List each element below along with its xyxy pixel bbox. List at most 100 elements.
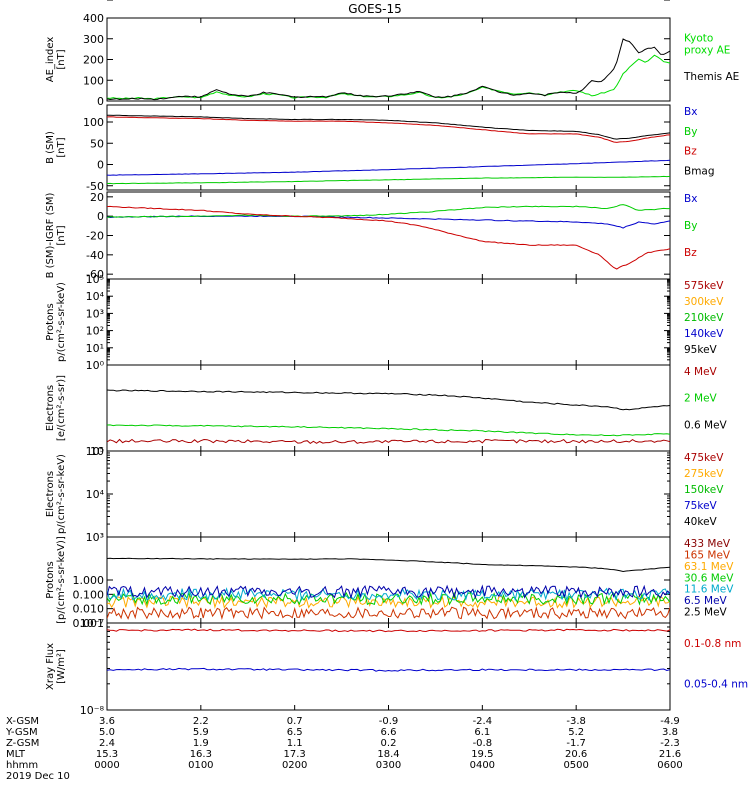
y-tick-label: -50 (86, 180, 104, 193)
x-column-value: 15.3 (96, 749, 118, 760)
y-tick-label: 300 (83, 33, 104, 46)
legend-entry-line: 40keV (684, 516, 718, 528)
x-column-value: 0400 (470, 760, 495, 771)
y-tick-label: 10000 (69, 0, 104, 3)
x-column-value: 20.6 (565, 749, 587, 760)
y-axis-label-line: B (SM)-IGRF (SM) (45, 193, 56, 279)
legend-entry: 140keV (684, 328, 724, 340)
panel-frame (106, 17, 671, 102)
legend-entry-line: 75keV (684, 500, 718, 512)
y-tick-label: 10¹ (86, 342, 104, 355)
legend-entry-line: Bz (684, 146, 697, 158)
y-axis-label: B (SM)[nT] (45, 131, 67, 164)
x-column-value: 6.5 (287, 727, 303, 738)
legend-entry: By (684, 126, 697, 138)
x-column-value: 16.3 (190, 749, 212, 760)
x-row-label: Y-GSM (5, 727, 38, 738)
y-axis-label-line: B (SM) (45, 131, 56, 164)
series-line (107, 205, 670, 270)
x-column-value: -4.9 (660, 716, 680, 727)
legend-entry: 40keV (684, 516, 718, 528)
y-axis-label: Protonsp/(cm²-s-sr-keV) (45, 282, 67, 362)
panel-frame (106, 191, 671, 280)
series-line (107, 204, 670, 218)
y-tick-label: 100 (83, 74, 104, 87)
y-tick-label: 10⁻⁷ (80, 617, 104, 630)
series-line (107, 114, 670, 140)
x-column-value: 17.3 (284, 749, 306, 760)
panel-2: -50 0 50 100 B (SM)[nT] Bx By Bz Bmag (45, 104, 715, 193)
y-axis-label-line: [nT] (56, 49, 67, 69)
legend-entry-line: Kyoto (684, 32, 713, 44)
legend-entry-line: 2 MeV (684, 393, 718, 405)
panel-8: 10⁻⁸ 10⁻⁷ Xray Flux[W/m²] 0.1-0.8 nm 0.05-0.… (45, 617, 748, 717)
legend-entry-line: 0.6 MeV (684, 419, 728, 431)
series-line (107, 389, 670, 411)
legend-entry: 6.5 MeV (684, 595, 728, 607)
x-column-value: 1.1 (287, 738, 303, 749)
legend-entry-line: Bmag (684, 165, 715, 177)
legend-entry: 165 MeV (684, 549, 731, 561)
x-column-value: 0.2 (381, 738, 397, 749)
series-line (107, 424, 670, 437)
legend-entry-line: 210keV (684, 312, 724, 324)
legend-entry-line: 63.1 MeV (684, 561, 734, 573)
x-column-value: -1.7 (566, 738, 586, 749)
panel-5: 10100100010000Electrons[e/(cm²-s-sr)]4 M… (45, 0, 728, 458)
x-column-value: 18.4 (377, 749, 399, 760)
x-column-value: 2.4 (99, 738, 115, 749)
y-axis-label-line: Protons (45, 303, 56, 340)
x-column-value: 3.8 (662, 727, 678, 738)
legend-entry: 75keV (684, 500, 718, 512)
legend-entry-line: 575keV (684, 280, 724, 292)
legend-entry-line: Bx (684, 193, 697, 205)
legend-entry-line: 475keV (684, 452, 724, 464)
y-tick-label: 100.000 (59, 0, 105, 3)
y-axis-label-line: [e/(cm²-s-sr)] (56, 375, 67, 441)
legend-entry: 0.05-0.4 nm (684, 679, 748, 691)
series-line (107, 557, 670, 573)
x-row-label: Z-GSM (6, 738, 39, 749)
y-axis-label-line: [nT] (56, 137, 67, 157)
x-column-value: 1.9 (193, 738, 209, 749)
legend-entry-line: 4 MeV (684, 366, 718, 378)
legend-entry: 150keV (684, 484, 724, 496)
panel-4: 10⁰ 10¹ 10² 10³ 10⁴ 10⁵ Protonsp/(cm²-s-sr-keV… (45, 273, 724, 372)
legend-entry: By (684, 220, 697, 232)
x-column-value: 21.6 (659, 749, 681, 760)
legend-entry-line: Bz (684, 247, 697, 259)
legend-entry: Bx (684, 106, 697, 118)
legend-entry-line: By (684, 126, 697, 138)
y-tick-label: 10⁵ (86, 445, 104, 458)
y-axis-label-line: Electrons (45, 385, 56, 431)
series-line (107, 215, 670, 229)
legend-entry: Bx (684, 193, 697, 205)
y-tick-label: 10.000 (66, 0, 105, 3)
y-tick-label: -20 (86, 230, 104, 243)
series-line (107, 175, 670, 185)
plot-area (107, 114, 670, 185)
legend-entry-line: 6.5 MeV (684, 595, 728, 607)
x-row-label: MLT (6, 749, 26, 760)
y-tick-label: 10 (90, 445, 104, 458)
y-tick-label: 10⁵ (86, 273, 104, 286)
legend-entry: 210keV (684, 312, 724, 324)
x-column-value: 0600 (657, 760, 682, 771)
x-column-value: 0000 (94, 760, 119, 771)
legend-entry-line: 300keV (684, 296, 724, 308)
x-column-value: 5.2 (568, 727, 584, 738)
y-axis-label: AE_index[nT] (45, 37, 67, 83)
plot-area (107, 389, 670, 445)
x-column-value: 0.7 (287, 716, 303, 727)
y-axis-label: Protons[p/(cm²-s-sr-keV)] (45, 536, 67, 624)
y-axis-label-line: AE_index (45, 37, 56, 83)
series-line (107, 438, 670, 445)
legend-entry-line: 275keV (684, 468, 724, 480)
y-tick-label: 0.100 (73, 588, 105, 601)
y-axis-label-line: Xray Flux (45, 643, 56, 690)
legend-entry: Bz (684, 247, 697, 259)
legend-entry: 0.1-0.8 nm (684, 638, 741, 650)
x-row-label: X-GSM (6, 716, 39, 727)
y-axis-label-line: Protons (45, 561, 56, 598)
